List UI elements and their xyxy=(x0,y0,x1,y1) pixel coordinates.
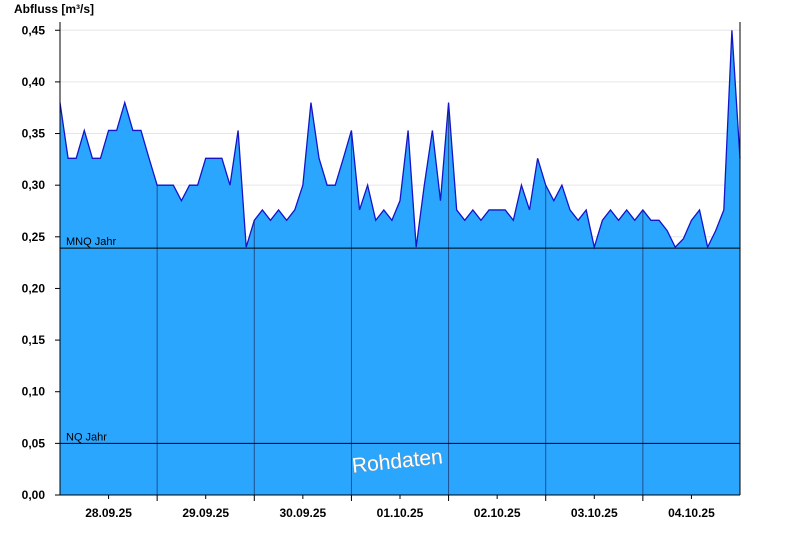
y-tick-label: 0,15 xyxy=(22,333,46,347)
y-tick-label: 0,00 xyxy=(22,488,46,502)
line xyxy=(59,30,741,250)
x-tick-label: 30.09.25 xyxy=(279,506,326,520)
y-tick-label: 0,30 xyxy=(22,178,46,192)
y-axis-title: Abfluss [m³/s] xyxy=(14,2,94,16)
x-tick-label: 28.09.25 xyxy=(85,506,132,520)
y-tick-label: 0,10 xyxy=(22,385,46,399)
x-tick-label: 02.10.25 xyxy=(474,506,521,520)
x-tick-label: 29.09.25 xyxy=(182,506,229,520)
y-tick-label: 0,45 xyxy=(22,23,46,37)
y-tick-label: 0,20 xyxy=(22,281,46,295)
y-tick-label: 0,35 xyxy=(22,127,46,141)
x-tick-label: 03.10.25 xyxy=(571,506,618,520)
x-tick-label: 01.10.25 xyxy=(377,506,424,520)
reference-label: NQ Jahr xyxy=(66,431,107,443)
y-tick-label: 0,05 xyxy=(22,436,46,450)
y-tick-label: 0,25 xyxy=(22,230,46,244)
reference-label: MNQ Jahr xyxy=(66,236,116,248)
area xyxy=(60,30,740,495)
x-tick-label: 04.10.25 xyxy=(668,506,715,520)
y-tick-label: 0,40 xyxy=(22,75,46,89)
